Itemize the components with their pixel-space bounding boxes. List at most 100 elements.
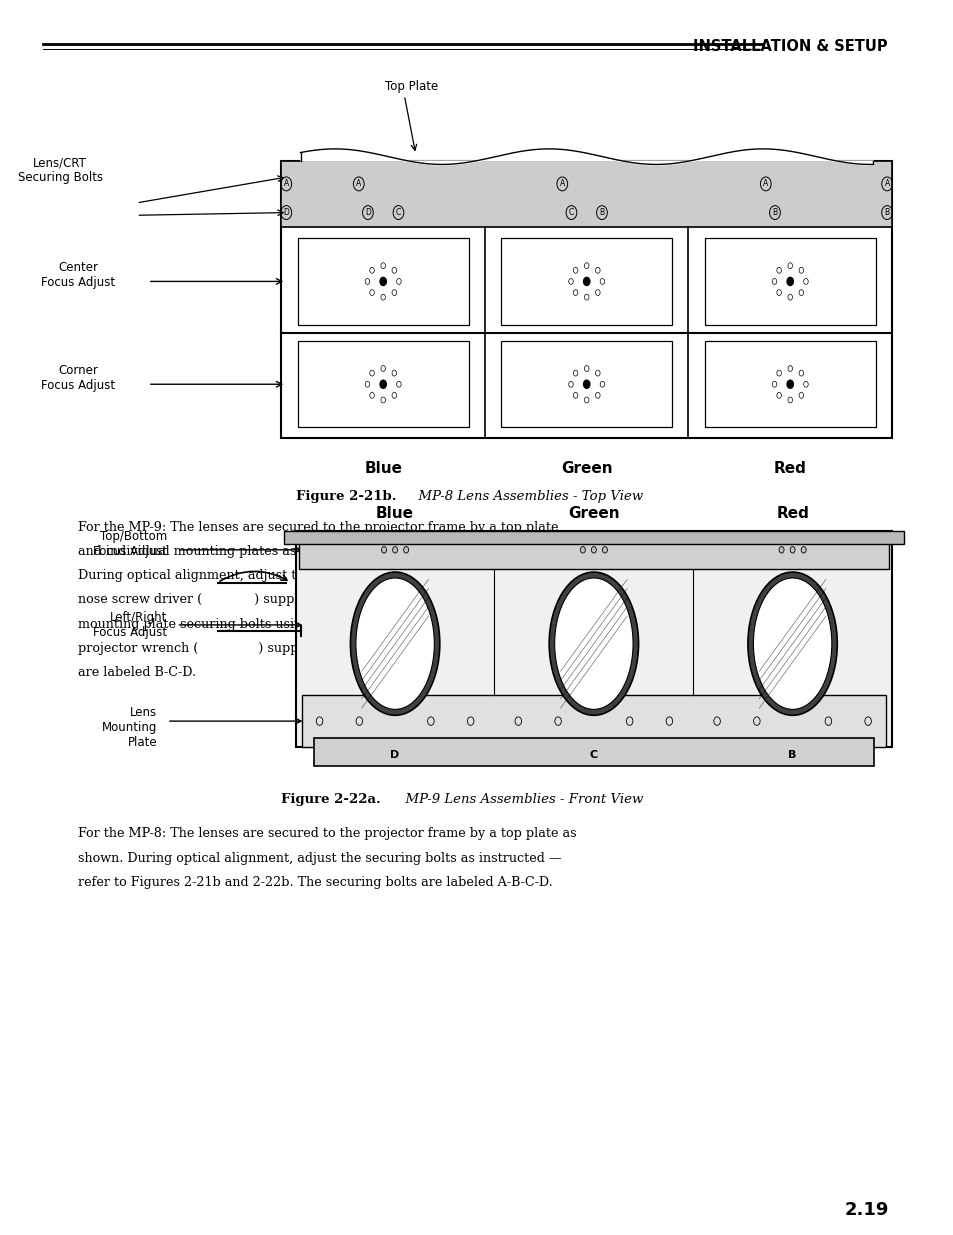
Circle shape [802,278,807,284]
Text: Blue: Blue [375,506,414,521]
Circle shape [573,370,578,377]
Text: mounting plate securing bolts using either the ball nose screwdriver or the: mounting plate securing bolts using eith… [78,618,563,631]
Text: MP-8 Lens Assemblies - Top View: MP-8 Lens Assemblies - Top View [410,490,642,504]
Circle shape [392,393,396,399]
Bar [283,531,902,545]
Circle shape [595,393,599,399]
Circle shape [787,263,792,269]
Circle shape [396,278,401,284]
Text: projector wrench (               ) supplied, as necessary. The securing bolts: projector wrench ( ) supplied, as necess… [78,642,538,655]
Circle shape [579,547,585,553]
Text: are labeled B-C-D.: are labeled B-C-D. [78,666,196,679]
Bar [281,161,891,438]
Text: B: B [772,207,777,217]
Text: Top/Bottom
Focus Adjust: Top/Bottom Focus Adjust [92,530,167,558]
Circle shape [584,263,588,269]
Text: B: B [883,207,889,217]
Text: A: A [883,179,889,189]
Circle shape [802,382,807,388]
Text: Figure 2-21b.: Figure 2-21b. [295,490,395,504]
Circle shape [599,278,604,284]
Circle shape [799,267,802,273]
Circle shape [392,289,396,295]
Circle shape [380,396,385,403]
Bar [500,341,672,427]
Circle shape [392,370,396,377]
Circle shape [776,370,781,377]
Ellipse shape [554,578,633,709]
Text: For the MP-9: The lenses are secured to the projector frame by a top plate: For the MP-9: The lenses are secured to … [78,521,558,535]
Text: A: A [283,179,289,189]
Text: D: D [390,750,399,760]
Circle shape [787,294,792,300]
Text: Green: Green [567,506,619,521]
Text: Figure 2-22a.: Figure 2-22a. [281,793,381,806]
Text: Top Plate: Top Plate [385,79,438,93]
Circle shape [583,380,589,388]
Circle shape [591,547,596,553]
Text: C: C [395,207,400,217]
Ellipse shape [350,572,439,715]
Circle shape [584,294,588,300]
Circle shape [380,263,385,269]
Circle shape [787,366,792,372]
Text: Red: Red [776,506,808,521]
Circle shape [799,370,802,377]
Circle shape [595,267,599,273]
Circle shape [568,278,573,284]
Circle shape [396,382,401,388]
Circle shape [381,547,386,553]
Circle shape [380,366,385,372]
Text: B: B [598,207,604,217]
Circle shape [365,382,370,388]
Bar [297,238,468,325]
Circle shape [568,382,573,388]
Circle shape [595,289,599,295]
Circle shape [584,396,588,403]
Bar [314,737,873,766]
Bar [298,531,888,568]
Text: Green: Green [560,461,612,475]
Circle shape [380,294,385,300]
Circle shape [787,396,792,403]
Circle shape [771,382,776,388]
Bar [297,341,468,427]
Circle shape [379,278,386,285]
Text: Lens
Mounting
Plate: Lens Mounting Plate [102,705,157,748]
Text: Lens/CRT
Securing Bolts: Lens/CRT Securing Bolts [17,157,103,184]
Text: Center
Focus Adjust: Center Focus Adjust [41,262,115,289]
Text: and individual mounting plates as shown in Figures 2-21a and 2-22a.: and individual mounting plates as shown … [78,546,523,558]
Circle shape [776,289,781,295]
Text: During optical alignment, adjust the top plate securing bolts using the ball: During optical alignment, adjust the top… [78,569,560,583]
Bar [295,531,891,747]
Circle shape [801,547,805,553]
Text: A: A [762,179,767,189]
Text: For the MP-8: The lenses are secured to the projector frame by a top plate as: For the MP-8: The lenses are secured to … [78,827,577,841]
Circle shape [599,382,604,388]
Text: B: B [787,750,796,760]
Text: Red: Red [773,461,806,475]
Text: Blue: Blue [364,461,402,475]
Text: C: C [589,750,598,760]
Circle shape [776,393,781,399]
Circle shape [799,289,802,295]
Text: Corner
Focus Adjust: Corner Focus Adjust [41,364,115,391]
Ellipse shape [747,572,837,715]
Circle shape [370,289,374,295]
Text: refer to Figures 2-21b and 2-22b. The securing bolts are labeled A-B-C-D.: refer to Figures 2-21b and 2-22b. The se… [78,876,553,889]
Ellipse shape [355,578,434,709]
Circle shape [779,547,783,553]
Text: nose screw driver (             ) supplied with the projector. Adjust the: nose screw driver ( ) supplied with the … [78,594,511,606]
Circle shape [370,393,374,399]
Circle shape [573,267,578,273]
Text: 2.19: 2.19 [843,1202,888,1219]
Circle shape [573,289,578,295]
Text: MP-9 Lens Assemblies - Front View: MP-9 Lens Assemblies - Front View [396,793,642,806]
Circle shape [583,278,589,285]
Text: D: D [365,207,371,217]
Text: D: D [283,207,289,217]
Text: Left/Right
Focus Adjust: Left/Right Focus Adjust [92,611,167,638]
Text: A: A [559,179,564,189]
Bar [301,695,885,747]
Circle shape [365,278,370,284]
